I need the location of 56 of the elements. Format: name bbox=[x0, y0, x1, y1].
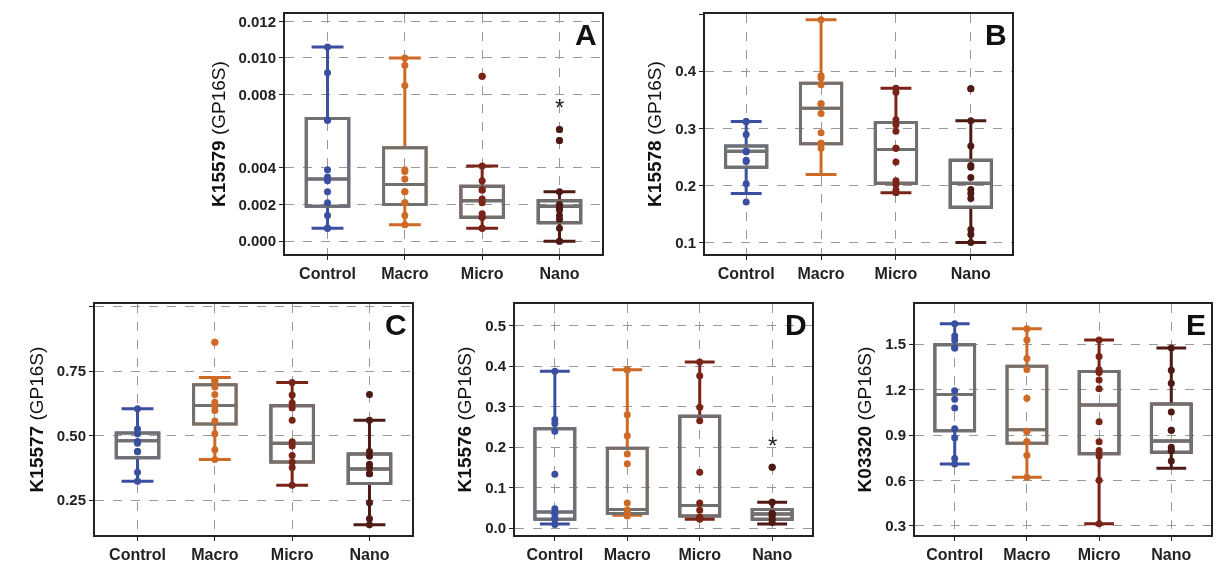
y-tick-label: 0.5 bbox=[485, 316, 506, 334]
chart-title: B bbox=[985, 18, 1007, 51]
y-tick-label: 0.50 bbox=[56, 426, 86, 444]
y-tick-label: 0.004 bbox=[238, 159, 277, 177]
y-tick-label: 0.1 bbox=[675, 233, 696, 251]
y-axis-title: K15577 (GP16S) bbox=[26, 346, 48, 493]
y-tick-label: 0.008 bbox=[238, 85, 276, 103]
y-tick-label: 0.3 bbox=[885, 517, 906, 535]
y-tick-label: 0.010 bbox=[238, 49, 276, 67]
x-tick-label: Micro bbox=[270, 546, 314, 564]
x-tick-label: Micro bbox=[460, 265, 504, 283]
y-tick-label: 0.2 bbox=[485, 438, 506, 456]
y-axis-title: K15579 (GP16S) bbox=[207, 61, 229, 207]
chart-title: C bbox=[385, 308, 407, 341]
y-tick-label: 1.2 bbox=[885, 380, 906, 398]
y-tick-label: 0.2 bbox=[675, 176, 696, 194]
x-tick-label: Control bbox=[109, 546, 166, 564]
y-tick-label: 0.002 bbox=[238, 195, 276, 213]
x-tick-label: Nano bbox=[1151, 546, 1192, 564]
x-tick-label: Macro bbox=[191, 546, 239, 564]
x-tick-label: Micro bbox=[678, 546, 722, 564]
y-tick-label: 0.4 bbox=[675, 62, 697, 80]
x-tick-label: Control bbox=[926, 546, 984, 564]
chart-title: A bbox=[575, 18, 597, 51]
y-tick-label: 0.6 bbox=[885, 471, 906, 489]
x-tick-label: Control bbox=[299, 265, 356, 283]
y-tick-label: 0.4 bbox=[485, 357, 507, 375]
x-tick-label: Nano bbox=[950, 265, 992, 283]
y-tick-label: 0.012 bbox=[238, 12, 276, 30]
y-tick-label: 0.000 bbox=[238, 232, 276, 250]
y-tick-label: 0.3 bbox=[675, 119, 696, 137]
x-tick-label: Control bbox=[526, 546, 584, 564]
y-tick-label: 0.1 bbox=[485, 478, 506, 496]
x-tick-label: Control bbox=[717, 265, 775, 283]
y-tick-label: 0.25 bbox=[56, 491, 86, 509]
x-tick-label: Macro bbox=[797, 265, 845, 283]
y-axis-title: K03320 (GP16S) bbox=[854, 346, 876, 493]
x-tick-label: Macro bbox=[1003, 546, 1051, 564]
x-tick-label: Micro bbox=[874, 265, 918, 283]
y-tick-label: 0.75 bbox=[56, 362, 86, 380]
y-tick-label: 0.9 bbox=[885, 426, 906, 444]
y-tick-label: 1.5 bbox=[885, 335, 906, 353]
y-tick-label: 0.3 bbox=[485, 397, 506, 415]
x-tick-label: Macro bbox=[603, 546, 652, 564]
y-axis-title: K15576 (GP16S) bbox=[454, 346, 476, 493]
x-tick-label: Nano bbox=[752, 546, 793, 564]
y-axis-title: K15578 (GP16S) bbox=[644, 61, 666, 207]
x-tick-label: Nano bbox=[539, 265, 580, 283]
annotation: * bbox=[555, 94, 565, 121]
chart-title: E bbox=[1186, 308, 1207, 341]
x-tick-label: Nano bbox=[349, 546, 390, 564]
annotation: * bbox=[768, 432, 778, 459]
x-tick-label: Macro bbox=[381, 265, 429, 283]
x-tick-label: Micro bbox=[1077, 546, 1121, 564]
y-tick-label: 0.0 bbox=[485, 519, 506, 537]
chart-title: D bbox=[785, 308, 807, 341]
